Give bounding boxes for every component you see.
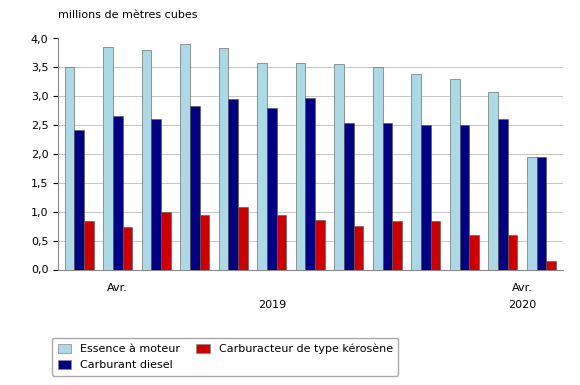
Bar	[335, 64, 344, 269]
Bar	[267, 108, 277, 270]
Bar	[161, 212, 171, 270]
Bar	[190, 106, 200, 270]
Bar	[277, 215, 286, 270]
Bar	[113, 116, 122, 270]
Bar	[383, 124, 392, 270]
Bar	[315, 220, 325, 270]
Text: 2020: 2020	[508, 300, 536, 310]
Bar	[229, 99, 238, 270]
Text: Avr.: Avr.	[107, 283, 128, 293]
Bar	[527, 157, 536, 270]
Bar	[219, 48, 229, 270]
Bar	[238, 207, 248, 270]
Bar	[344, 124, 354, 270]
Text: 2019: 2019	[258, 300, 286, 310]
Bar	[180, 44, 190, 270]
Bar	[151, 119, 161, 270]
Bar	[373, 67, 383, 270]
Text: Avr.: Avr.	[512, 283, 532, 293]
Bar	[65, 67, 74, 270]
Bar	[469, 235, 479, 270]
Bar	[354, 226, 363, 270]
Bar	[488, 92, 498, 270]
Bar	[431, 221, 440, 270]
Bar	[103, 47, 113, 270]
Bar	[536, 157, 546, 270]
Bar	[200, 215, 209, 270]
Bar	[258, 63, 267, 270]
Bar	[450, 79, 459, 270]
Bar	[411, 74, 421, 270]
Bar	[74, 130, 84, 270]
Bar	[142, 50, 151, 270]
Legend: Essence à moteur, Carburant diesel, Carburacteur de type kérosène: Essence à moteur, Carburant diesel, Carb…	[52, 338, 398, 376]
Bar	[306, 98, 315, 270]
Bar	[546, 261, 556, 270]
Bar	[498, 119, 508, 270]
Bar	[296, 63, 306, 269]
Bar	[392, 221, 402, 270]
Bar	[508, 235, 517, 270]
Bar	[122, 227, 132, 270]
Bar	[459, 125, 469, 270]
Text: millions de mètres cubes: millions de mètres cubes	[58, 10, 198, 20]
Bar	[84, 221, 93, 270]
Bar	[421, 125, 431, 270]
